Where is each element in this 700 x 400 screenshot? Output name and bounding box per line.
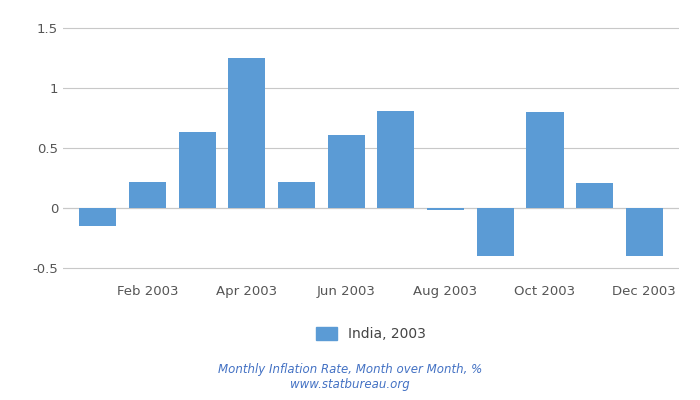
Legend: India, 2003: India, 2003 bbox=[316, 326, 426, 341]
Bar bbox=[427, 208, 464, 210]
Text: Monthly Inflation Rate, Month over Month, %: Monthly Inflation Rate, Month over Month… bbox=[218, 364, 482, 376]
Bar bbox=[526, 112, 564, 208]
Bar bbox=[576, 183, 613, 208]
Bar bbox=[626, 208, 663, 256]
Bar bbox=[79, 208, 116, 226]
Bar bbox=[278, 182, 315, 208]
Bar bbox=[228, 58, 265, 208]
Bar bbox=[328, 135, 365, 208]
Text: www.statbureau.org: www.statbureau.org bbox=[290, 378, 410, 391]
Bar bbox=[477, 208, 514, 256]
Bar bbox=[377, 111, 414, 208]
Bar bbox=[178, 132, 216, 208]
Bar bbox=[129, 182, 166, 208]
